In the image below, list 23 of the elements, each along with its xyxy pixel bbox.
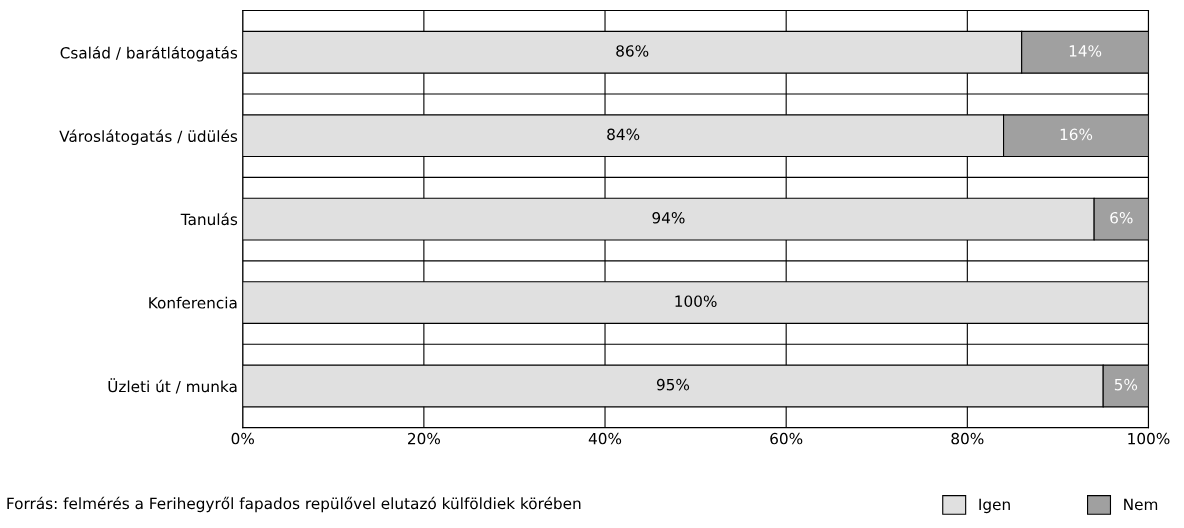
data-label: 16% xyxy=(1060,128,1093,141)
y-tick-label: Család / barátlátogatás xyxy=(60,46,238,62)
x-tick-label: 20% xyxy=(408,432,441,445)
data-label: 95% xyxy=(656,378,690,391)
data-label: 6% xyxy=(1110,212,1133,224)
x-tick-label: 80% xyxy=(951,432,984,445)
y-tick-label: Üzleti út / munka xyxy=(108,378,237,394)
data-label: 100% xyxy=(675,295,717,307)
y-tick-label: Városlátogatás / üdülés xyxy=(59,129,238,145)
x-tick-label: 60% xyxy=(770,432,803,445)
legend-label: Igen xyxy=(979,498,1010,514)
x-tick-label: 100% xyxy=(1128,432,1170,445)
data-label: 14% xyxy=(1069,45,1102,57)
x-tick-label: 40% xyxy=(588,432,622,445)
y-tick-label: Tanulás xyxy=(180,212,238,226)
data-label: 94% xyxy=(652,212,685,224)
data-label: 86% xyxy=(616,45,649,57)
data-label: 5% xyxy=(1114,378,1138,391)
legend-label: Nem xyxy=(1124,498,1158,511)
text: Forrás: felmérés a Ferihegyről fapados repülővel elutazó külföldiek körében xyxy=(7,496,581,513)
data-label: 84% xyxy=(607,128,640,141)
x-tick-label: 0% xyxy=(231,432,254,445)
y-tick-label: Konferencia xyxy=(149,296,237,309)
